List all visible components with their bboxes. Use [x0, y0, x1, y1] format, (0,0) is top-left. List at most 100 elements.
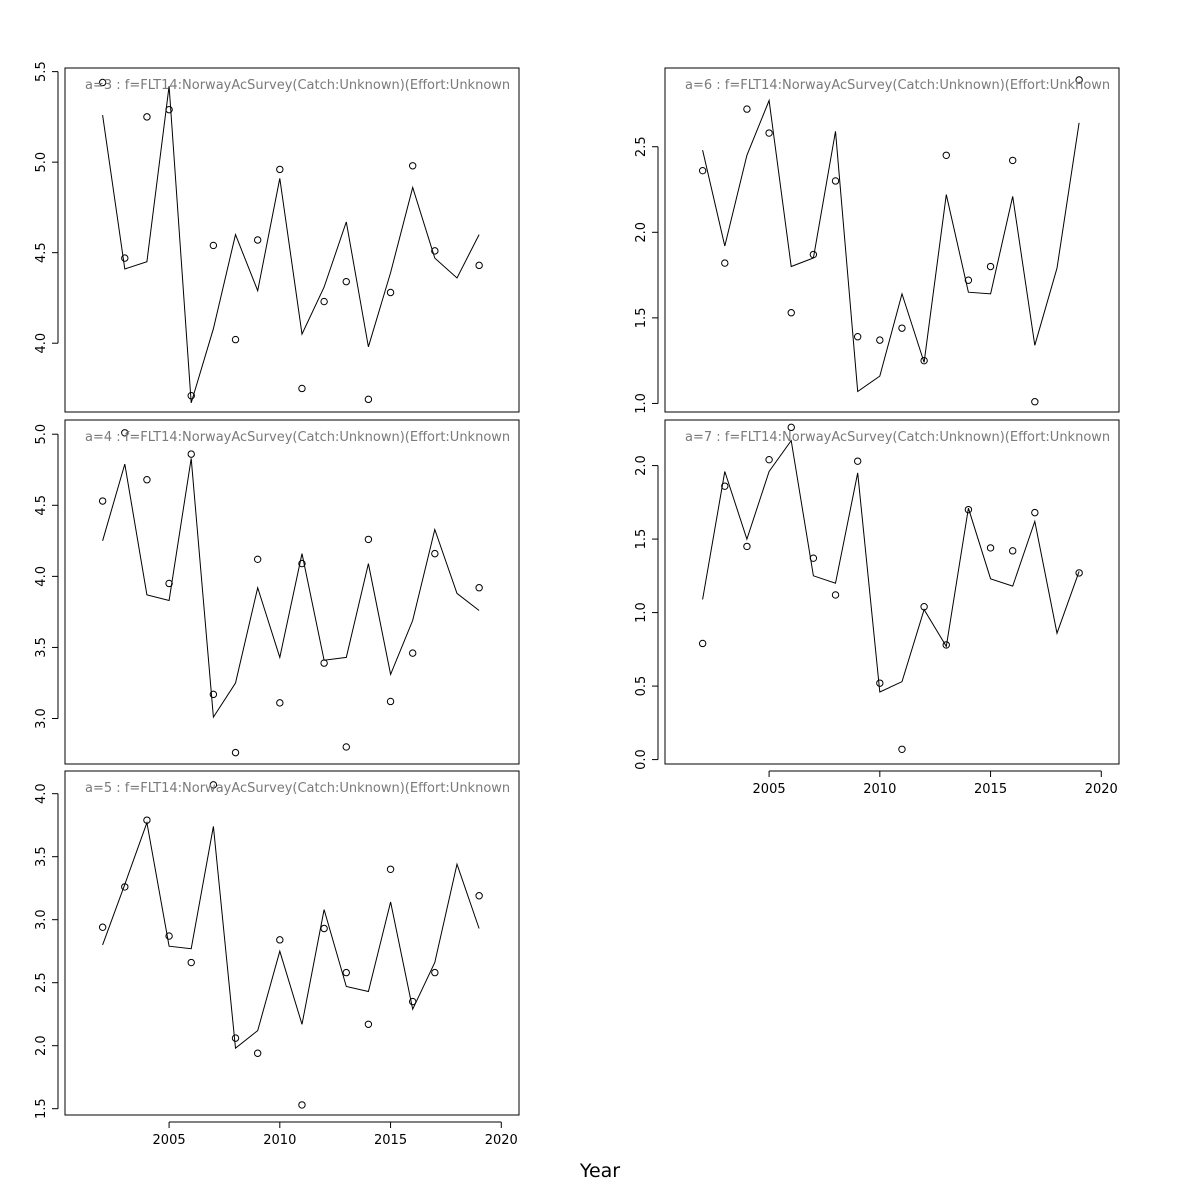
observed-point [98, 497, 107, 505]
x-tick-label: 2005 [753, 782, 786, 797]
observed-point [231, 748, 240, 757]
observed-point [853, 332, 862, 341]
observed-point [787, 423, 795, 432]
observed-point [276, 936, 284, 944]
y-tick-label: 2.5 [34, 972, 49, 993]
observed-point [475, 892, 483, 900]
observed-point [475, 584, 483, 592]
observed-point [898, 324, 906, 332]
observed-point [743, 542, 751, 551]
y-tick-label: 1.5 [634, 529, 649, 550]
observed-point [1031, 398, 1039, 406]
observed-point [98, 923, 107, 931]
observed-point [143, 816, 151, 824]
observed-point [898, 745, 906, 753]
observed-point [253, 1049, 262, 1057]
observed-point [809, 554, 818, 562]
observed-point [831, 591, 840, 599]
observed-point [964, 505, 973, 514]
observed-point [721, 259, 729, 267]
observed-point [364, 535, 373, 544]
panel-title: a=6 : f=FLT14:NorwayAcSurvey(Catch:Unkno… [685, 78, 1110, 93]
y-tick-label: 4.0 [34, 566, 49, 587]
observed-point [386, 865, 395, 873]
observed-point [143, 113, 151, 121]
observed-point [276, 699, 284, 707]
fitted-line [102, 820, 480, 1050]
plot-frame [64, 419, 520, 765]
fitted-line [702, 98, 1080, 393]
observed-point [408, 162, 417, 170]
observed-point [298, 384, 306, 393]
observed-point [386, 288, 395, 297]
observed-point [787, 309, 795, 317]
x-axis-title: Year [579, 1160, 621, 1182]
y-tick-label: 3.5 [34, 846, 49, 867]
y-tick-label: 0.0 [634, 749, 649, 770]
observed-point [431, 549, 439, 558]
observed-point [98, 78, 107, 87]
observed-point [342, 277, 350, 286]
observed-point [986, 262, 995, 271]
y-tick-label: 2.5 [634, 136, 649, 157]
observed-point [364, 1020, 373, 1028]
observed-point [342, 743, 350, 751]
panel-title: a=4 : f=FLT14:NorwayAcSurvey(Catch:Unkno… [85, 430, 510, 445]
observed-point [253, 555, 262, 564]
y-tick-label: 4.0 [34, 333, 49, 354]
panel-5: 0.0 0.5 1.0 1.5 2.0 2005 2010 2015 2020 a=7 : f=F… [634, 419, 1120, 797]
observed-point [121, 883, 129, 891]
y-tick-label: 5.0 [34, 152, 49, 173]
panel-title: a=7 : f=FLT14:NorwayAcSurvey(Catch:Unkno… [685, 430, 1110, 445]
observed-point [209, 241, 218, 250]
observed-point [276, 165, 284, 174]
observed-point [964, 276, 973, 284]
y-tick-label: 3.0 [34, 708, 49, 729]
observed-point [853, 457, 862, 465]
observed-point [765, 129, 773, 137]
x-tick-label: 2010 [263, 1133, 296, 1148]
observed-point [831, 177, 840, 185]
y-tick-label: 4.0 [34, 783, 49, 804]
y-tick-label: 2.0 [634, 222, 649, 243]
y-tick-label: 1.0 [634, 602, 649, 623]
observed-point [320, 924, 328, 933]
observed-point [920, 603, 928, 611]
plot-frame [64, 770, 520, 1116]
observed-point [298, 559, 306, 568]
observed-point [986, 544, 995, 552]
y-tick-label: 2.0 [34, 1035, 49, 1056]
observed-point [165, 579, 173, 588]
observed-point [721, 482, 729, 490]
observed-point [876, 679, 884, 687]
observed-point [431, 247, 439, 255]
observed-point [1075, 569, 1083, 577]
observed-point [809, 250, 818, 259]
observed-point [342, 968, 350, 977]
y-tick-label: 1.5 [634, 308, 649, 329]
y-tick-label: 3.0 [34, 909, 49, 930]
observed-point [408, 649, 417, 657]
fitted-line [702, 439, 1080, 693]
observed-point [1075, 76, 1083, 84]
x-tick-label: 2015 [974, 782, 1007, 797]
observed-point [942, 641, 950, 649]
observed-point [1031, 508, 1039, 517]
observed-point [187, 392, 195, 400]
panel-4: 1.0 1.5 2.0 2.5 a=6 : f=FLT14:NorwayAcSurvey… [634, 67, 1120, 414]
observed-point [475, 261, 483, 270]
observed-point [1008, 547, 1017, 555]
observed-point [209, 690, 218, 699]
observed-point [320, 659, 328, 667]
observed-point [165, 105, 173, 114]
panel-title: a=5 : f=FLT14:NorwayAcSurvey(Catch:Unkno… [85, 781, 510, 796]
y-tick-label: 0.5 [634, 676, 649, 697]
observed-point [364, 395, 373, 404]
y-tick-label: 5.5 [34, 61, 49, 82]
observed-point [231, 1034, 240, 1042]
y-tick-label: 5.0 [34, 424, 49, 445]
observed-point [165, 932, 173, 940]
y-tick-label: 1.5 [34, 1098, 49, 1119]
observed-point [431, 968, 439, 977]
observed-point [942, 151, 950, 159]
